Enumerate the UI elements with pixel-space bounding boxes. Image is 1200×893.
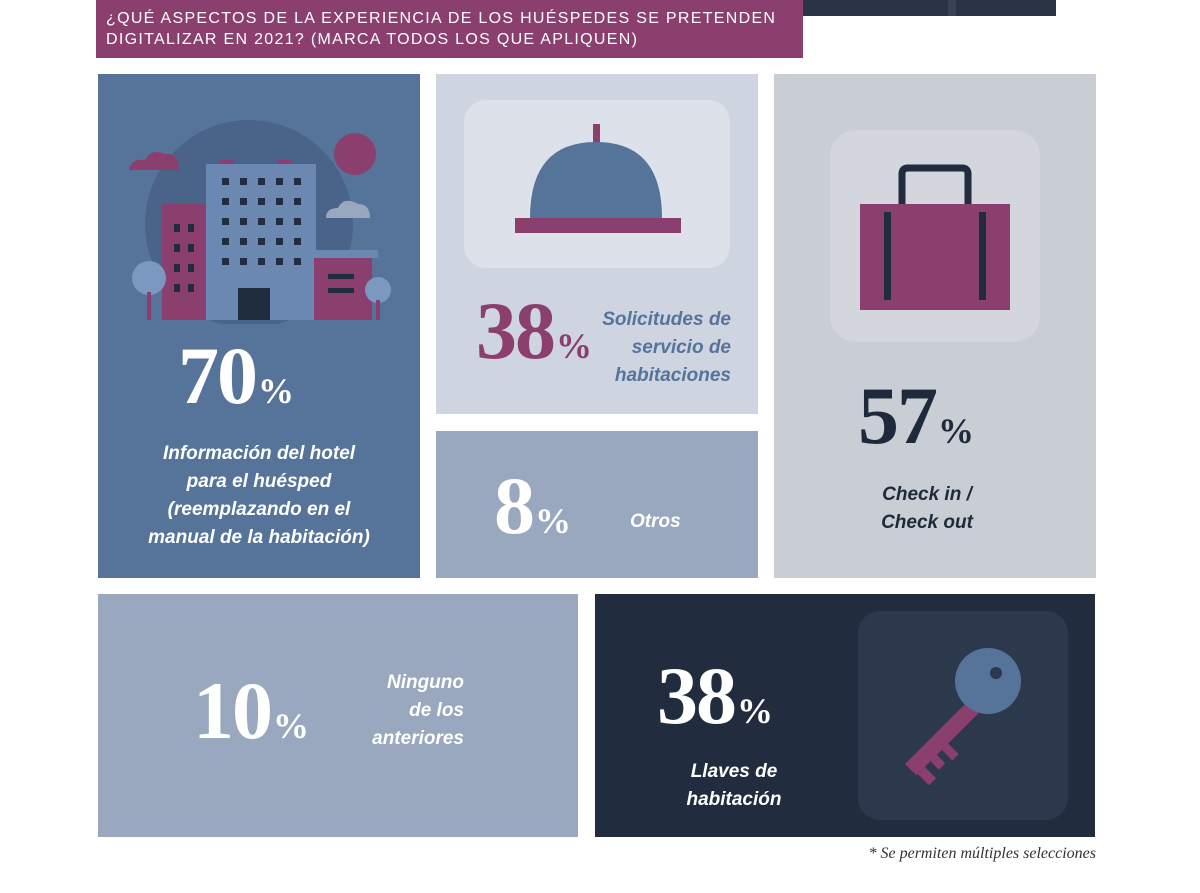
stat-percentage: 10% — [193, 664, 309, 758]
stat-panel-none: 10% Ninguno de los anteriores — [98, 594, 578, 837]
stat-label-line: Check out — [881, 512, 973, 533]
stat-label-line: (reemplazando en el — [167, 499, 351, 520]
percent-sign: % — [535, 501, 571, 541]
stat-label-line: Check in / — [882, 484, 972, 505]
percent-sign: % — [938, 411, 974, 451]
suitcase-icon — [830, 130, 1040, 342]
stat-label: Solicitudes de servicio de habitaciones — [591, 306, 731, 390]
footnote: * Se permiten múltiples selecciones — [868, 845, 1097, 862]
stat-panel-room-keys: 38% Llaves de habitación — [595, 594, 1095, 837]
hotel-building-icon — [129, 120, 391, 324]
stat-label: Información del hotel para el huésped (r… — [98, 440, 420, 552]
stat-percentage: 38% — [476, 284, 592, 378]
room-key-icon — [858, 611, 1068, 820]
stat-panel-hotel-info: 70% Información del hotel para el huéspe… — [98, 74, 420, 578]
stat-value: 38 — [657, 650, 737, 741]
stat-label-line: anteriores — [372, 728, 464, 749]
stat-label-line: habitaciones — [614, 365, 731, 386]
stat-label-line: servicio de — [631, 337, 731, 358]
stat-panel-check-in-out: 57% Check in / Check out — [774, 74, 1096, 578]
stat-label: Llaves de habitación — [659, 758, 809, 814]
stat-value: 8 — [494, 460, 535, 551]
stat-percentage: 70% — [178, 329, 294, 423]
stat-value: 57 — [858, 370, 938, 461]
percent-sign: % — [273, 706, 309, 746]
percent-sign: % — [737, 691, 773, 731]
stat-label-line: Información del hotel — [162, 443, 356, 464]
stat-label-line: de los — [409, 700, 464, 721]
service-bell-icon — [464, 100, 730, 268]
stat-label-line: habitación — [686, 789, 782, 810]
stat-label-line: Llaves de — [690, 761, 778, 782]
stat-label-line: para el huésped — [186, 471, 332, 492]
stat-percentage: 57% — [858, 369, 974, 463]
stat-value: 10 — [193, 665, 273, 756]
top-decorative-image — [803, 0, 1056, 16]
question-line-2: DIGITALIZAR EN 2021? (MARCA TODOS LOS QU… — [106, 31, 639, 48]
percent-sign: % — [556, 326, 592, 366]
stat-label-line: Ninguno — [386, 672, 464, 693]
stat-value: 70 — [178, 330, 258, 421]
question-line-1: ¿QUÉ ASPECTOS DE LA EXPERIENCIA DE LOS H… — [106, 10, 777, 27]
stat-percentage: 8% — [494, 459, 571, 553]
stat-label-line: manual de la habitación) — [148, 527, 370, 548]
stat-label: Otros — [630, 508, 681, 536]
stat-label-line: Solicitudes de — [602, 309, 731, 330]
stat-panel-room-service: 38% Solicitudes de servicio de habitacio… — [436, 74, 758, 414]
stat-value: 38 — [476, 285, 556, 376]
stat-label: Ninguno de los anteriores — [348, 669, 464, 753]
stat-label-line: Otros — [630, 511, 681, 532]
stat-label: Check in / Check out — [774, 481, 1080, 537]
percent-sign: % — [258, 371, 294, 411]
stat-panel-others: 8% Otros — [436, 431, 758, 578]
stat-percentage: 38% — [657, 649, 773, 743]
survey-question-header: ¿QUÉ ASPECTOS DE LA EXPERIENCIA DE LOS H… — [96, 0, 803, 58]
